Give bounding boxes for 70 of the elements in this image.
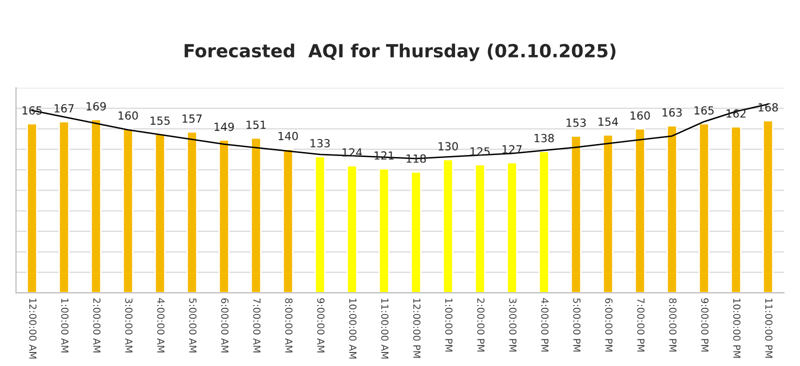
data-label: 151 — [246, 120, 266, 129]
bar — [154, 133, 166, 293]
x-tick-label: 9:00:00 AM — [317, 298, 325, 352]
data-label: 167 — [54, 104, 74, 113]
x-tick-label: 12:00:00 AM — [29, 298, 37, 359]
data-label: 149 — [214, 122, 234, 132]
bar — [378, 168, 390, 293]
x-tick-label: 7:00:00 AM — [253, 298, 261, 352]
x-tick-label: 11:00:00 PM — [765, 298, 773, 358]
x-tick-label: 8:00:00 AM — [285, 298, 293, 352]
x-tick-label: 10:00:00 PM — [733, 298, 741, 358]
x-tick-label: 6:00:00 PM — [605, 298, 613, 352]
x-tick-label: 9:00:00 PM — [701, 298, 709, 352]
data-label: 160 — [118, 111, 138, 120]
data-label: 165 — [22, 106, 42, 115]
bar — [218, 139, 230, 293]
x-tick-label: 4:00:00 AM — [157, 298, 165, 352]
bar — [122, 128, 134, 293]
x-tick-label: 4:00:00 PM — [541, 298, 549, 352]
x-tick-label: 1:00:00 PM — [445, 298, 453, 352]
bar — [666, 125, 678, 293]
bar — [730, 126, 742, 293]
bar — [282, 148, 294, 293]
bar — [250, 137, 262, 293]
x-tick-label: 7:00:00 PM — [637, 298, 645, 352]
data-label: 160 — [630, 111, 650, 120]
x-tick-label: 6:00:00 AM — [221, 298, 229, 352]
x-tick-label: 3:00:00 PM — [509, 298, 517, 352]
data-label: 153 — [566, 118, 586, 127]
bar — [26, 123, 38, 293]
bar — [346, 165, 358, 293]
bar — [474, 164, 486, 293]
bar — [698, 123, 710, 293]
x-tick-label: 1:00:00 AM — [61, 298, 69, 352]
x-tick-label: 10:00:00 AM — [349, 298, 357, 359]
data-label: 140 — [278, 132, 298, 140]
data-label: 133 — [310, 139, 330, 148]
data-label: 169 — [86, 102, 106, 111]
bar — [762, 120, 774, 293]
x-tick-label: 2:00:00 PM — [477, 298, 485, 352]
bar — [186, 131, 198, 293]
data-label: 138 — [534, 134, 554, 142]
data-label: 168 — [758, 103, 778, 112]
x-tick-label: 11:00:00 AM — [381, 298, 389, 359]
data-label: 163 — [662, 108, 682, 117]
x-tick-label: 12:00:00 PM — [413, 298, 421, 358]
x-tick-label: 3:00:00 AM — [125, 298, 133, 352]
bar — [538, 150, 550, 293]
x-tick-label: 5:00:00 AM — [189, 298, 197, 352]
x-tick-label: 8:00:00 PM — [669, 298, 677, 352]
data-label: 165 — [694, 106, 714, 115]
data-label: 130 — [438, 142, 458, 150]
bar — [314, 156, 326, 293]
bar — [58, 120, 70, 293]
bar — [410, 171, 422, 293]
bar — [634, 128, 646, 293]
chart-title: Forecasted AQI for Thursday (02.10.2025) — [184, 44, 616, 62]
x-tick-label: 5:00:00 PM — [573, 298, 581, 352]
bar — [602, 134, 614, 293]
data-label: 155 — [150, 116, 170, 125]
data-label: 125 — [470, 147, 490, 156]
bar — [442, 158, 454, 293]
bar — [506, 162, 518, 293]
bar — [570, 135, 582, 293]
data-label: 124 — [342, 148, 362, 156]
data-label: 157 — [182, 114, 202, 123]
data-label: 154 — [598, 118, 618, 126]
bar — [90, 118, 102, 293]
x-tick-label: 2:00:00 AM — [93, 298, 101, 352]
data-label: 127 — [502, 145, 522, 154]
